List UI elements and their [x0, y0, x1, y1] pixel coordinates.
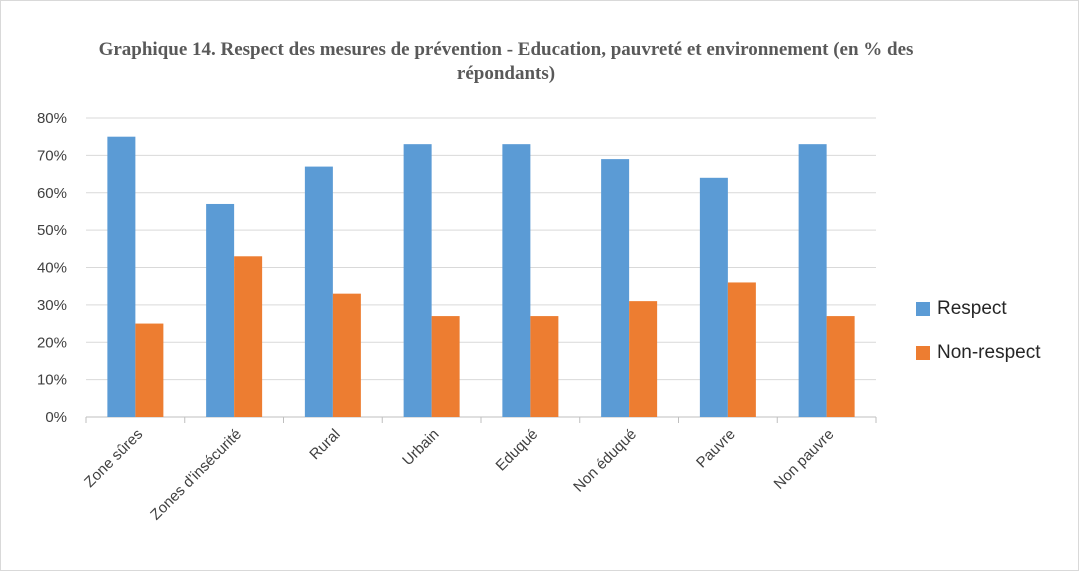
- bar-respect: [601, 159, 630, 418]
- y-tick-label: 20%: [37, 334, 67, 351]
- bar-respect: [107, 136, 136, 417]
- y-tick-label: 80%: [37, 110, 67, 127]
- bar-respect: [206, 203, 235, 417]
- x-tick-label: Zones d'insécurité: [147, 426, 245, 524]
- y-tick-label: 10%: [37, 372, 67, 389]
- x-tick-label: Non pauvre: [771, 426, 838, 493]
- bar-non-respect: [530, 316, 559, 417]
- bar-respect: [304, 166, 333, 417]
- bar-non-respect: [431, 316, 460, 417]
- legend-item-respect: Respect: [916, 298, 1007, 320]
- legend-label-non-respect: Non-respect: [937, 342, 1041, 363]
- y-tick-label: 0%: [45, 409, 67, 426]
- bar-non-respect: [727, 282, 756, 417]
- x-tick-label: Eduqué: [493, 426, 542, 475]
- bar-respect: [403, 144, 432, 417]
- bar-non-respect: [135, 323, 164, 417]
- legend-swatch-non-respect: [916, 346, 930, 360]
- bar-respect: [502, 144, 531, 417]
- chart-title: Graphique 14. Respect des mesures de pré…: [98, 39, 914, 84]
- legend-swatch-respect: [916, 302, 930, 316]
- x-tick-label: Non éduqué: [570, 426, 640, 496]
- x-tick-label: Zone sûres: [81, 426, 146, 491]
- x-tick-label: Urbain: [399, 426, 442, 469]
- legend-item-non-respect: Non-respect: [916, 342, 1041, 364]
- bar-respect: [798, 144, 827, 417]
- bar-non-respect: [629, 301, 658, 417]
- y-tick-label: 50%: [37, 222, 67, 239]
- bar-non-respect: [234, 256, 263, 417]
- x-tick-label: Pauvre: [693, 426, 739, 472]
- y-tick-label: 60%: [37, 185, 67, 202]
- bar-non-respect: [826, 316, 855, 417]
- y-tick-label: 40%: [37, 260, 67, 277]
- bar-respect: [699, 177, 728, 417]
- y-tick-label: 30%: [37, 297, 67, 314]
- y-tick-label: 70%: [37, 147, 67, 164]
- bar-non-respect: [332, 293, 361, 417]
- legend-label-respect: Respect: [937, 298, 1007, 319]
- x-tick-label: Rural: [306, 426, 343, 463]
